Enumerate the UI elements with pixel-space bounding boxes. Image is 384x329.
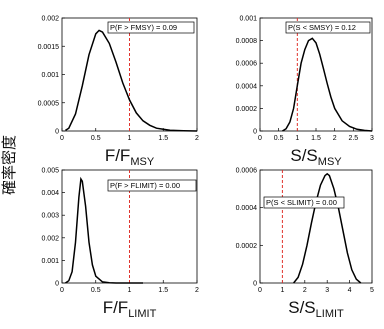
density-curve [282,37,373,132]
y-tick-label: 0.001 [41,72,59,79]
y-tick-label: 0 [253,129,257,136]
y-tick-label: 0 [253,281,257,288]
y-tick-label: 0.0004 [236,83,258,90]
x-tick-label: 0 [60,287,64,294]
x-tick-label: 1.5 [158,287,168,294]
x-axis-label: S/SMSY [290,146,342,168]
x-tick-label: 2 [195,287,199,294]
probability-annotation: P(F > FLIMIT) = 0.00 [110,181,180,190]
x-axis-label: F/FMSY [105,146,155,168]
y-axis-label: 確率密度 [0,135,18,195]
y-tick-label: 0.0008 [236,38,258,45]
x-tick-label: 5 [370,287,374,294]
probability-annotation: P(F > FMSY) = 0.09 [110,23,177,32]
x-axis-label: F/FLIMIT [103,298,157,320]
x-tick-label: 2 [303,287,307,294]
probability-annotation: P(S < SMSY) = 0.12 [288,23,356,32]
y-tick-label: 0.002 [41,235,59,242]
x-tick-label: 2 [195,135,199,142]
density-curve [293,172,362,284]
x-tick-label: 0 [258,287,262,294]
annotation-box [285,21,371,34]
x-tick-label: 0 [258,135,262,142]
y-tick-label: 0.0002 [236,243,258,250]
panel-1: 0 0.5 1 1.5 2 0 0.0005 0.001 0.0015 0.002 P(F > FM… [38,16,199,169]
y-tick-label: 0.004 [41,190,59,197]
x-tick-label: 1.5 [158,135,168,142]
x-tick-label: 1 [128,287,132,294]
x-tick-label: 1 [128,135,132,142]
probability-annotation: P(S < SLIMIT) = 0.00 [266,198,337,207]
plot-frame [259,169,373,284]
panel-3: 0 0.5 1 1.5 2 0 0.001 0.002 0.003 0.004 0.005 P(F >… [41,168,199,321]
density-curve [64,29,198,132]
plot-frame [259,17,373,132]
y-tick-label: 0.0006 [236,168,258,175]
x-axis-label: S/SLIMIT [288,298,344,320]
x-tick-label: 0.5 [274,135,284,142]
x-tick-label: 2.5 [348,135,358,142]
y-tick-label: 0.005 [41,168,59,175]
x-tick-label: 0.5 [91,135,101,142]
x-tick-label: 2 [333,135,337,142]
y-tick-label: 0.0002 [236,106,258,113]
x-tick-label: 3 [370,135,374,142]
y-tick-label: 0 [55,281,59,288]
annotation-box [107,21,195,34]
y-tick-label: 0.001 [239,16,257,23]
x-tick-label: 1.5 [311,135,321,142]
y-tick-label: 0.002 [41,16,59,23]
x-tick-label: 0.5 [91,287,101,294]
x-tick-label: 1 [280,287,284,294]
annotation-box [107,179,197,192]
y-tick-label: 0.001 [41,258,59,265]
y-tick-label: 0 [55,129,59,136]
y-tick-label: 0.003 [41,213,59,220]
y-tick-label: 0.0015 [38,44,60,51]
panel-4: 0 1 2 3 4 5 0 0.0002 0.0004 0.0006 P(S < SLIMIT) =… [236,168,374,321]
x-tick-label: 4 [348,287,352,294]
x-tick-label: 1 [295,135,299,142]
x-tick-label: 3 [325,287,329,294]
y-tick-label: 0.0006 [236,61,258,68]
x-tick-label: 0 [60,135,64,142]
panel-2: 0 0.5 1 1.5 2 2.5 3 0 0.0002 0.0004 0.0006 0.0008 0.… [236,16,374,169]
y-tick-label: 0.0004 [236,205,258,212]
annotation-box [263,196,345,209]
density-curve [64,176,143,284]
y-tick-label: 0.0005 [38,100,60,107]
